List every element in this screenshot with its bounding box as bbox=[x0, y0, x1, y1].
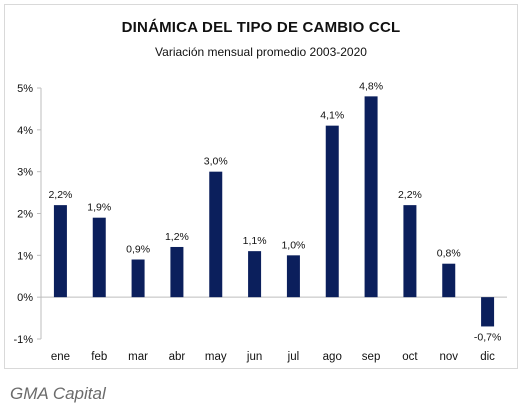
y-tick-label: 5% bbox=[17, 83, 33, 95]
bar-abr bbox=[170, 246, 184, 298]
chart-frame: DINÁMICA DEL TIPO DE CAMBIO CCL Variació… bbox=[4, 4, 518, 369]
bar-ago bbox=[325, 125, 339, 298]
data-label-nov: 0,8% bbox=[437, 248, 461, 260]
source-label: GMA Capital bbox=[10, 384, 106, 403]
chart-title: DINÁMICA DEL TIPO DE CAMBIO CCL bbox=[121, 19, 401, 36]
category-label-may: may bbox=[205, 351, 227, 363]
category-label-jun: jun bbox=[246, 351, 262, 363]
category-label-abr: abr bbox=[169, 351, 186, 363]
bar-oct bbox=[403, 205, 417, 298]
bar-sep bbox=[364, 96, 378, 298]
bar-may bbox=[209, 171, 223, 298]
data-label-oct: 2,2% bbox=[398, 189, 422, 201]
category-label-ene: ene bbox=[51, 351, 70, 363]
category-label-jul: jul bbox=[287, 351, 300, 363]
y-tick-label: 3% bbox=[17, 167, 33, 179]
category-label-sep: sep bbox=[362, 351, 381, 363]
chart-subtitle: Variación mensual promedio 2003-2020 bbox=[155, 45, 367, 59]
bar-dic bbox=[481, 297, 495, 327]
category-label-dic: dic bbox=[480, 351, 495, 363]
bar-chart: -1% 0% 1% 2% 3% 4% 5% 2,2% ene 1,9% feb 0,9% mar 1,2%… bbox=[13, 80, 507, 363]
bar-ene bbox=[53, 205, 67, 298]
data-label-jul: 1,0% bbox=[281, 239, 305, 251]
data-label-ago: 4,1% bbox=[320, 110, 344, 122]
category-label-feb: feb bbox=[91, 351, 107, 363]
category-label-oct: oct bbox=[402, 351, 418, 363]
bar-jun bbox=[248, 251, 262, 298]
y-tick-label: 2% bbox=[17, 209, 33, 221]
y-tick-label: 0% bbox=[17, 292, 33, 304]
bar-feb bbox=[92, 217, 106, 298]
data-label-feb: 1,9% bbox=[87, 202, 111, 214]
y-tick-label: 1% bbox=[17, 250, 33, 262]
data-label-may: 3,0% bbox=[204, 156, 228, 168]
data-label-mar: 0,9% bbox=[126, 244, 150, 256]
data-label-jun: 1,1% bbox=[243, 235, 267, 247]
category-label-ago: ago bbox=[323, 351, 342, 363]
y-tick-label: -1% bbox=[13, 334, 33, 346]
data-label-dic: -0,7% bbox=[474, 331, 501, 343]
bar-mar bbox=[131, 259, 145, 298]
y-tick-label: 4% bbox=[17, 125, 33, 137]
data-label-abr: 1,2% bbox=[165, 231, 189, 243]
category-label-nov: nov bbox=[439, 351, 458, 363]
category-label-mar: mar bbox=[128, 351, 148, 363]
data-label-ene: 2,2% bbox=[48, 189, 72, 201]
bar-nov bbox=[442, 263, 456, 298]
bar-jul bbox=[286, 255, 300, 298]
data-label-sep: 4,8% bbox=[359, 80, 383, 92]
